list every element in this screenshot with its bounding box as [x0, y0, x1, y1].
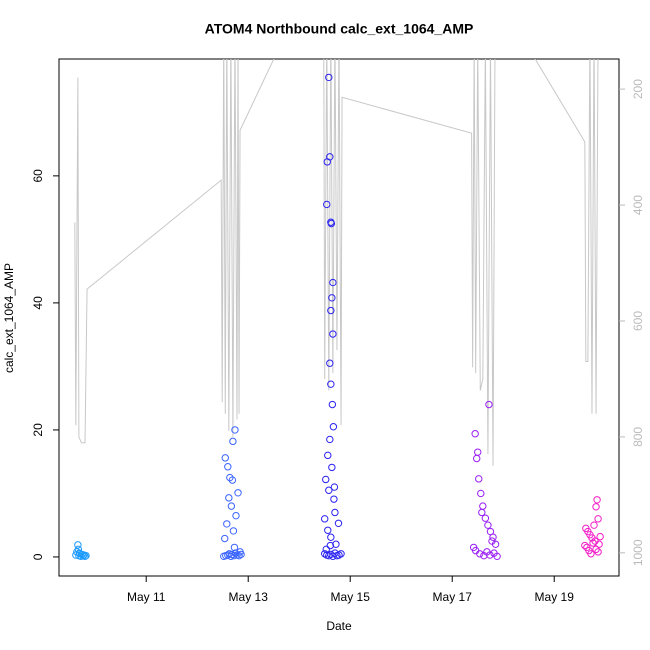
pressure-line	[74, 59, 599, 466]
data-point	[322, 545, 330, 554]
data-point	[228, 550, 236, 559]
y2-tick-label: 600	[631, 311, 645, 331]
data-point	[224, 463, 232, 471]
x-axis-label: Date	[326, 619, 352, 633]
data-point	[234, 489, 242, 497]
data-point	[486, 551, 494, 559]
data-point	[594, 515, 602, 523]
data-point	[477, 489, 485, 498]
data-point	[493, 552, 501, 561]
data-point	[231, 426, 239, 434]
data-point	[324, 526, 332, 534]
data-point	[326, 359, 334, 367]
data-point	[488, 537, 496, 545]
data-point	[592, 503, 600, 511]
data-point	[332, 540, 340, 548]
data-point	[328, 463, 336, 472]
y-tick-label: 60	[31, 169, 45, 183]
y2-tick-label: 1000	[631, 539, 645, 566]
data-point	[235, 551, 243, 560]
data-point	[334, 519, 343, 527]
data-point	[590, 521, 598, 529]
data-point	[328, 294, 336, 302]
data-point	[327, 306, 335, 315]
plot-frame	[58, 58, 620, 577]
data-point	[331, 508, 339, 517]
y2-tick-label: 400	[631, 195, 645, 215]
data-point	[227, 502, 236, 510]
data-point	[325, 73, 333, 82]
data-point	[485, 400, 493, 409]
data-point	[325, 486, 333, 494]
data-point	[476, 550, 484, 558]
data-point	[81, 552, 89, 561]
data-point	[337, 550, 345, 558]
plot-area	[72, 59, 604, 561]
data-point	[326, 541, 335, 550]
data-point	[329, 423, 338, 431]
data-point	[229, 437, 237, 446]
data-point	[221, 454, 229, 462]
data-point	[228, 476, 237, 484]
data-point	[225, 494, 233, 502]
data-point	[329, 330, 337, 338]
data-point	[232, 511, 240, 520]
data-point	[330, 495, 338, 503]
data-point	[481, 514, 490, 522]
data-point	[229, 527, 238, 535]
data-point	[596, 532, 604, 541]
y-tick-label: 40	[31, 296, 45, 310]
data-point	[323, 200, 331, 209]
data-point	[335, 551, 343, 559]
data-point	[82, 551, 90, 560]
data-point	[484, 521, 492, 529]
data-point	[327, 219, 336, 228]
data-point	[74, 545, 83, 554]
data-point	[475, 475, 483, 483]
y2-tick-label: 800	[631, 427, 645, 447]
data-point	[323, 158, 331, 166]
y-tick-label: 20	[31, 423, 45, 437]
data-point	[329, 278, 337, 287]
x-tick-label: May 17	[433, 590, 473, 604]
data-point	[74, 541, 82, 549]
data-point	[230, 543, 239, 552]
y2-tick-label: 200	[631, 79, 645, 99]
data-point	[321, 515, 329, 523]
data-point	[226, 473, 234, 482]
data-point	[328, 400, 337, 409]
y-tick-label: 0	[31, 553, 45, 560]
x-tick-label: May 19	[535, 590, 575, 604]
data-point	[479, 502, 487, 510]
data-point	[223, 520, 231, 528]
data-point	[589, 539, 597, 547]
data-point	[237, 550, 245, 559]
data-point	[478, 508, 486, 517]
data-point	[325, 551, 333, 560]
x-tick-label: May 11	[127, 590, 166, 604]
x-tick-label: May 15	[331, 590, 371, 604]
data-point	[471, 430, 479, 438]
data-point	[221, 534, 229, 543]
data-point	[581, 541, 589, 550]
data-point	[593, 496, 601, 504]
data-point	[474, 448, 482, 456]
data-point	[330, 483, 339, 491]
data-point	[489, 533, 497, 541]
data-point	[327, 533, 335, 541]
data-point	[326, 435, 334, 444]
x-tick-label: May 13	[229, 590, 269, 604]
data-point	[75, 549, 84, 557]
data-point	[322, 475, 330, 484]
data-point	[324, 451, 332, 460]
data-point	[327, 380, 335, 388]
data-point	[473, 454, 481, 463]
data-point	[587, 550, 595, 558]
y-axis-label: calc_ext_1064_AMP	[2, 263, 16, 373]
chart-title: ATOM4 Northbound calc_ext_1064_AMP	[205, 21, 474, 37]
data-point	[594, 548, 602, 556]
